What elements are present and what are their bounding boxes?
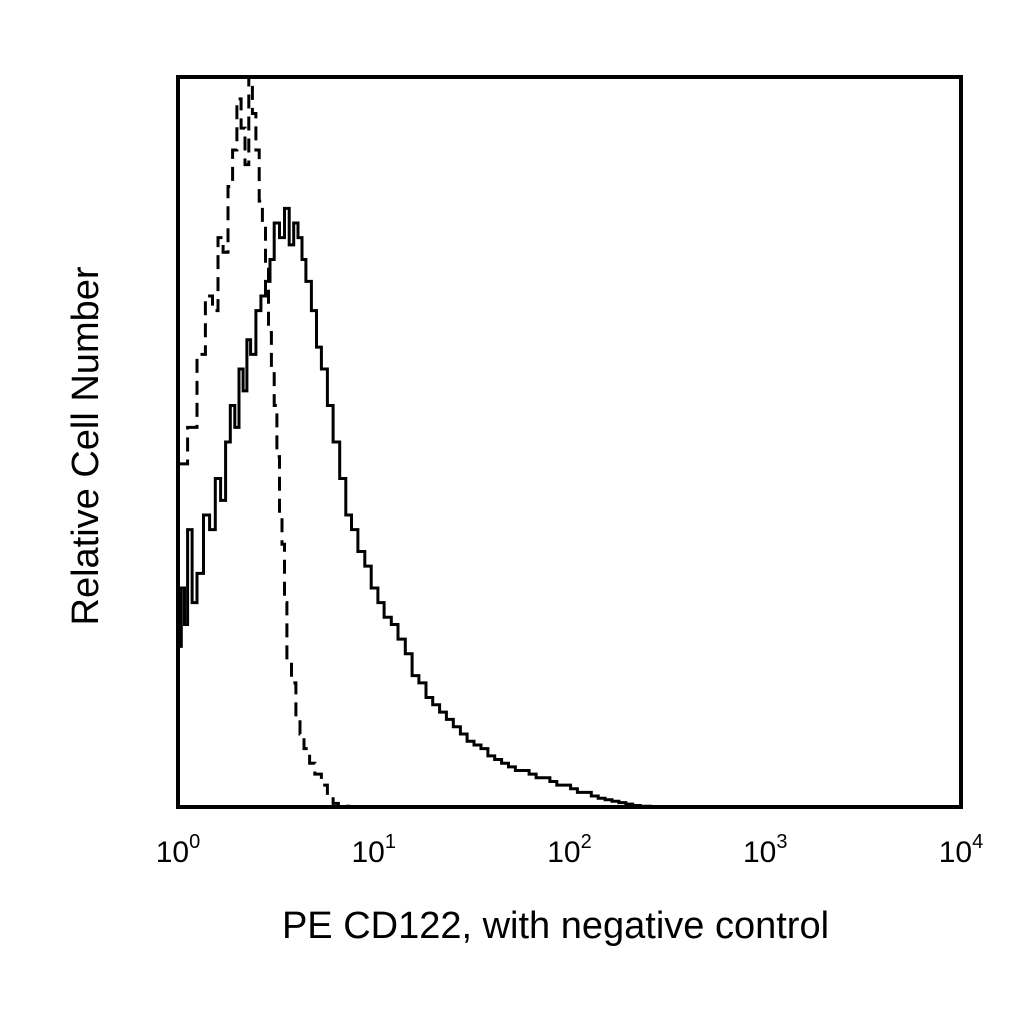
cd122-stained-trace (178, 206, 653, 808)
x-tick-label: 101 (352, 831, 397, 869)
x-tick-label: 102 (547, 831, 592, 869)
series-layer (178, 75, 653, 808)
y-axis-label: Relative Cell Number (65, 266, 107, 625)
x-axis-label: PE CD122, with negative control (282, 905, 829, 947)
plot-area-frame (176, 75, 963, 809)
x-tick-label: 103 (743, 831, 788, 869)
negative-control-trace (178, 75, 351, 808)
x-tick-label: 100 (156, 831, 201, 869)
x-tick-label: 104 (939, 831, 984, 869)
x-tick-labels: 100 101 102 103 104 (156, 831, 984, 869)
